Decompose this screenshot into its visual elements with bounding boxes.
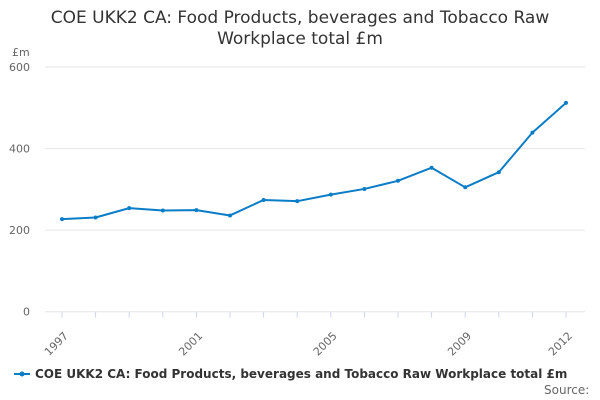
data-point (93, 215, 98, 220)
chart-title-line: Workplace total £m (217, 29, 383, 49)
chart-title-line: COE UKK2 CA: Food Products, beverages an… (50, 8, 550, 28)
y-axis-label: £m (12, 46, 30, 59)
chart-title: COE UKK2 CA: Food Products, beverages an… (0, 8, 600, 50)
x-tick-label: 2009 (445, 329, 474, 358)
legend-line-icon (14, 371, 30, 377)
data-point (127, 206, 132, 211)
legend-item[interactable]: COE UKK2 CA: Food Products, beverages an… (14, 367, 567, 381)
data-point (429, 165, 434, 170)
data-point (328, 192, 333, 197)
data-point (362, 186, 367, 191)
data-point (261, 197, 266, 202)
x-tick-label: 2001 (176, 329, 205, 358)
y-tick-label: 200 (9, 224, 30, 237)
y-tick-label: 0 (23, 306, 30, 319)
x-tick-label: 2005 (311, 329, 340, 358)
data-point (160, 208, 165, 213)
data-point (60, 217, 64, 222)
series-line (61, 102, 567, 221)
x-tick-label: 1997 (42, 329, 71, 358)
y-tick-label: 400 (9, 143, 30, 156)
data-point (194, 208, 199, 213)
data-point (396, 178, 400, 183)
data-point (564, 100, 568, 105)
data-point (463, 185, 468, 190)
data-point (295, 199, 300, 204)
data-point (530, 130, 535, 135)
x-tick-label: 2012 (546, 329, 575, 358)
data-point (228, 213, 232, 218)
data-point (496, 170, 501, 175)
y-tick-label: 600 (9, 61, 30, 74)
source-label: Source: (544, 383, 590, 397)
legend-label: COE UKK2 CA: Food Products, beverages an… (35, 367, 568, 381)
